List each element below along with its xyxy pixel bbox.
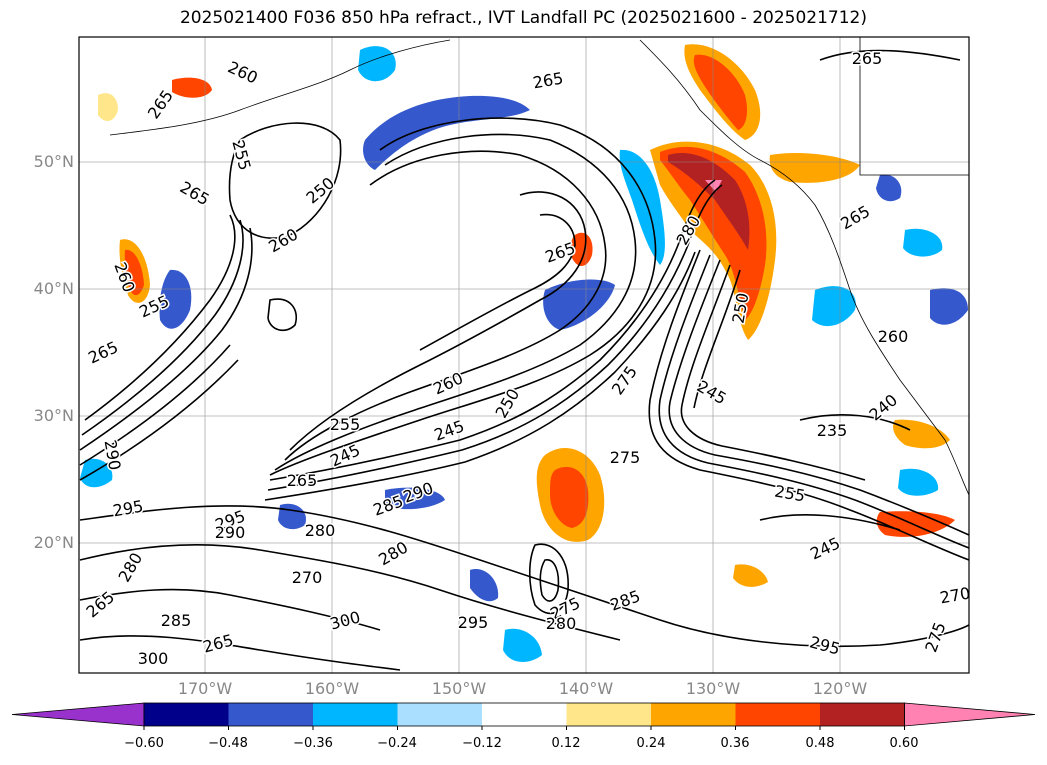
lat-label-20: 20°N [33,533,74,552]
colorbar-tick-label: 0.60 [889,736,919,751]
colorbar-tick-label: 0.36 [720,736,750,751]
positive-anomaly-region [733,564,768,587]
colorbar-tick-label: −0.36 [293,736,333,751]
coastline [109,37,969,496]
contour-label: 290 [215,523,246,542]
colorbar-segment [228,703,314,726]
negative-anomaly-region [812,286,856,327]
map-title: 2025021400 F036 850 hPa refract., IVT La… [179,8,867,28]
positive-anomaly-region [705,180,722,192]
negative-anomaly-region [363,95,530,170]
colorbar-tick-label: −0.60 [124,736,164,751]
contour-label: 285 [161,611,192,630]
colorbar-tick-label: −0.12 [462,736,502,751]
colorbar-tick-label: 0.48 [805,736,835,751]
colorbar-segment [482,703,567,726]
positive-anomaly-region [124,249,144,296]
contour-label: 295 [458,613,489,632]
lon-label-150w: 150°W [431,679,487,698]
contour-label: 255 [330,415,361,434]
colorbar-segment [313,703,398,726]
negative-anomaly-region [503,628,542,662]
lon-label-120w: 120°W [812,679,868,698]
lat-label-40: 40°N [33,279,74,298]
contour-label: 260 [878,327,909,346]
colorbar-outline [143,702,905,727]
negative-anomaly-region [385,487,445,510]
lon-label-160w: 160°W [304,679,360,698]
negative-anomaly-region [903,228,943,257]
lat-label-50: 50°N [33,152,74,171]
lat-label-30: 30°N [33,406,74,425]
negative-anomaly-region [159,269,192,329]
colorbar-tick-label: −0.48 [208,736,248,751]
colorbar-tick-label: −0.24 [377,736,417,751]
lon-label-170w: 170°W [177,679,233,698]
contour-lines [79,49,969,671]
colorbar-extend-min [11,702,145,727]
colorbar-segment [820,703,905,726]
negative-anomaly-region [898,468,939,496]
colorbar-segment [144,703,229,726]
contour-label: 235 [817,421,848,440]
negative-anomaly-region [930,288,968,325]
negative-anomaly-region [470,569,499,602]
contour-label: 265 [852,49,883,68]
contour-label: 265 [287,471,318,490]
positive-anomaly-region [172,77,212,98]
positive-anomaly-region [668,152,750,250]
negative-anomaly-region [619,149,665,265]
lon-label-140w: 140°W [558,679,614,698]
colorbar-tick-label: 0.12 [551,736,581,751]
negative-anomaly-region [876,174,902,202]
colorbar-extend-max [904,702,1036,727]
colorbar-segment [397,703,483,726]
positive-anomaly-region [893,419,950,449]
contour-label: 275 [610,448,641,467]
colorbar-segment [735,703,821,726]
contour-label: 270 [292,568,323,587]
map-frame [78,36,970,674]
lon-label-130w: 130°W [685,679,741,698]
shaded-anomaly-layer [80,44,968,662]
colorbar-segment [566,703,652,726]
positive-anomaly-region [570,232,593,266]
positive-anomaly-region [769,153,860,183]
contour-label: 280 [305,521,336,540]
map-frame-bg [79,37,969,673]
colorbar-tick-label: 0.24 [636,736,666,751]
contour-label: 300 [138,649,169,668]
colorbar-segment [651,703,736,726]
colorbar [11,702,1036,730]
positive-anomaly-region [550,466,589,528]
positive-anomaly-region [98,93,118,122]
positive-anomaly-region [693,54,748,130]
contour-label: 280 [546,614,577,633]
gridlines [79,37,969,673]
